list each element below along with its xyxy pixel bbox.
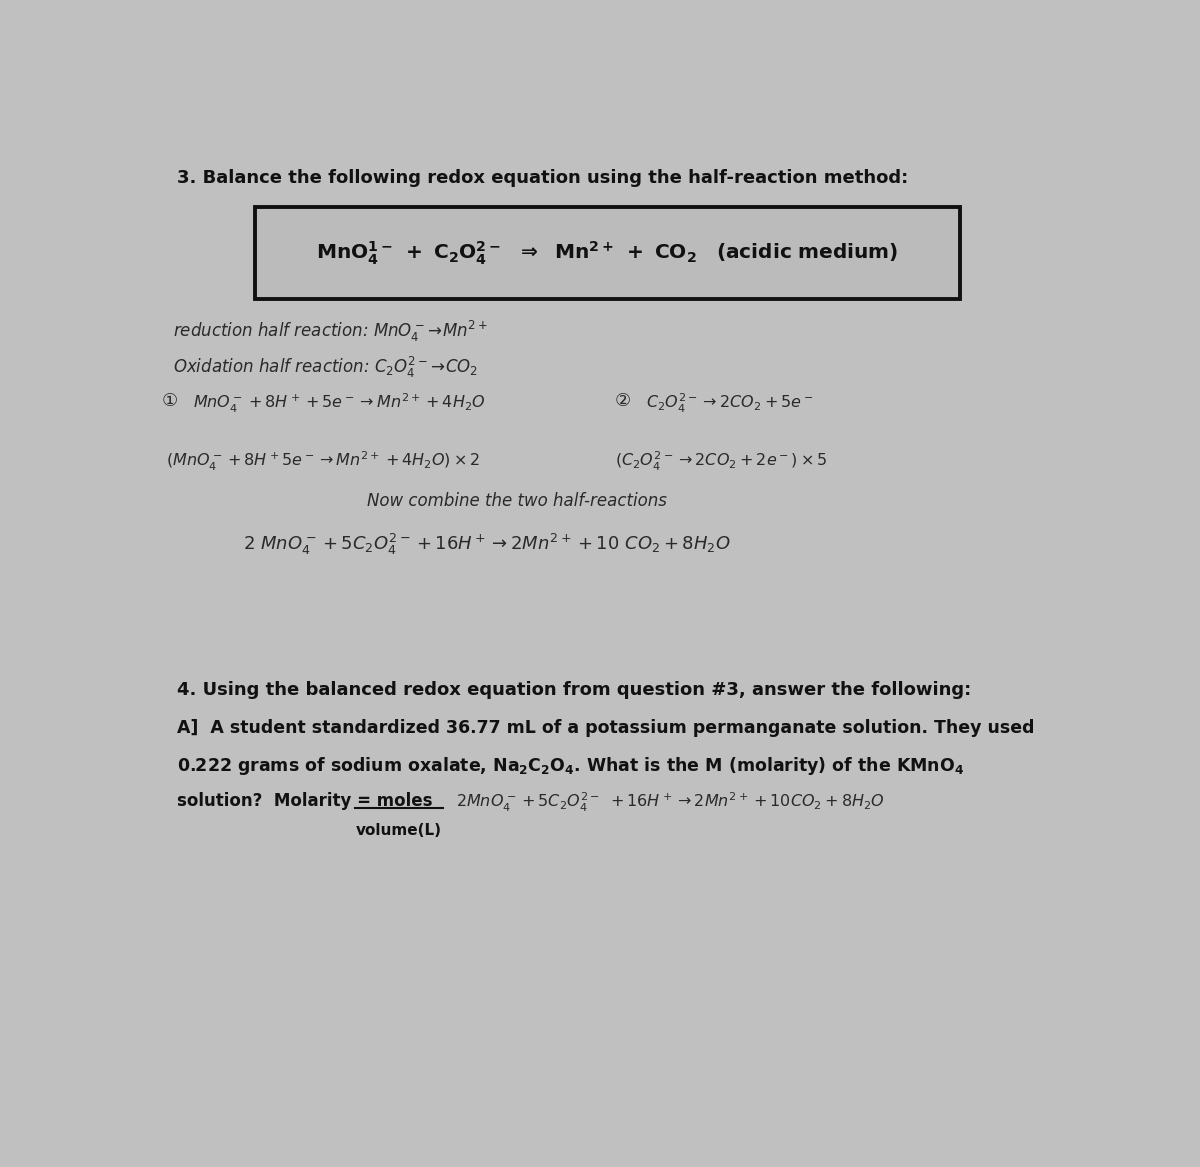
Text: $2\ MnO_4^- + 5C_2O_4^{2-} + 16H^+ \rightarrow 2Mn^{2+} + 10\ CO_2 + 8H_2O$: $2\ MnO_4^- + 5C_2O_4^{2-} + 16H^+ \righ… [242,532,731,557]
Text: ①: ① [162,392,184,410]
Text: Now combine the two half-reactions: Now combine the two half-reactions [367,492,667,510]
Text: ②: ② [616,392,631,410]
Text: $C_2O_4^{2-} \rightarrow 2CO_2 + 5e^-$: $C_2O_4^{2-} \rightarrow 2CO_2 + 5e^-$ [646,392,814,415]
Text: 3. Balance the following redox equation using the half-reaction method:: 3. Balance the following redox equation … [178,168,908,187]
Text: solution?  Molarity = moles: solution? Molarity = moles [178,792,433,810]
FancyBboxPatch shape [254,207,960,300]
Text: $\mathbf{MnO_4^{1-}\ +\ C_2O_4^{2-}\ \ \Rightarrow\ \ Mn^{2+}\ +\ CO_2\ \ \ (aci: $\mathbf{MnO_4^{1-}\ +\ C_2O_4^{2-}\ \ \… [316,239,899,267]
Text: $(MnO_4^- + 8H^+5e^- \rightarrow Mn^{2+} + 4H_2O)\times 2$: $(MnO_4^- + 8H^+5e^- \rightarrow Mn^{2+}… [166,449,480,473]
Text: volume(L): volume(L) [355,823,442,838]
Text: A]  A student standardized 36.77 mL of a potassium permanganate solution. They u: A] A student standardized 36.77 mL of a … [178,719,1034,738]
Text: 0.222 grams of sodium oxalate, $\mathbf{Na_2C_2O_4}$. What is the M (molarity) o: 0.222 grams of sodium oxalate, $\mathbf{… [178,755,964,777]
Text: $(C_2O_4^{2-} \rightarrow 2CO_2 + 2e^-)\times 5$: $(C_2O_4^{2-} \rightarrow 2CO_2 + 2e^-)\… [616,449,828,473]
Text: reduction half reaction: $MnO_4^-\!\rightarrow\! Mn^{2+}$: reduction half reaction: $MnO_4^-\!\righ… [173,319,488,344]
Text: 4. Using the balanced redox equation from question #3, answer the following:: 4. Using the balanced redox equation fro… [178,680,971,699]
Text: $MnO_4^- + 8H^+ + 5e^- \rightarrow Mn^{2+} + 4H_2O$: $MnO_4^- + 8H^+ + 5e^- \rightarrow Mn^{2… [193,392,485,415]
Text: $2MnO_4^- + 5C_2O_4^{2-}\ +16H^+ \rightarrow 2Mn^{2+} + 10CO_2 + 8H_2O$: $2MnO_4^- + 5C_2O_4^{2-}\ +16H^+ \righta… [456,791,884,813]
Text: Oxidation half reaction: $C_2O_4^{2-}\!\rightarrow\! CO_2$: Oxidation half reaction: $C_2O_4^{2-}\!\… [173,355,479,380]
